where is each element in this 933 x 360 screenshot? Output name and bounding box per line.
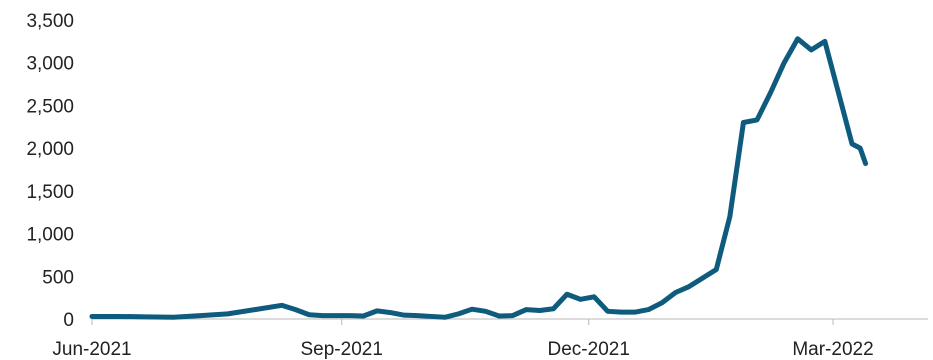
y-tick-label: 3,500 bbox=[26, 11, 74, 32]
series-line bbox=[89, 36, 869, 320]
x-tick-label: Jun-2021 bbox=[52, 339, 131, 360]
x-axis-ticks: Jun-2021 Sep-2021 Dec-2021 Mar-2022 bbox=[52, 319, 874, 360]
y-tick-label: 2,000 bbox=[26, 139, 74, 160]
y-tick-label: 2,500 bbox=[26, 96, 74, 117]
y-axis: 0 500 1,000 1,500 2,000 2,500 3,000 3,500 bbox=[26, 11, 74, 331]
x-tick-label: Sep-2021 bbox=[301, 339, 383, 360]
x-tick-label: Mar-2022 bbox=[792, 339, 873, 360]
y-tick-label: 1,000 bbox=[26, 225, 74, 246]
x-tick-label: Dec-2021 bbox=[548, 339, 630, 360]
y-tick-label: 500 bbox=[42, 267, 74, 288]
y-tick-label: 3,000 bbox=[26, 54, 74, 75]
y-tick-label: 0 bbox=[63, 310, 74, 331]
y-tick-label: 1,500 bbox=[26, 182, 74, 203]
